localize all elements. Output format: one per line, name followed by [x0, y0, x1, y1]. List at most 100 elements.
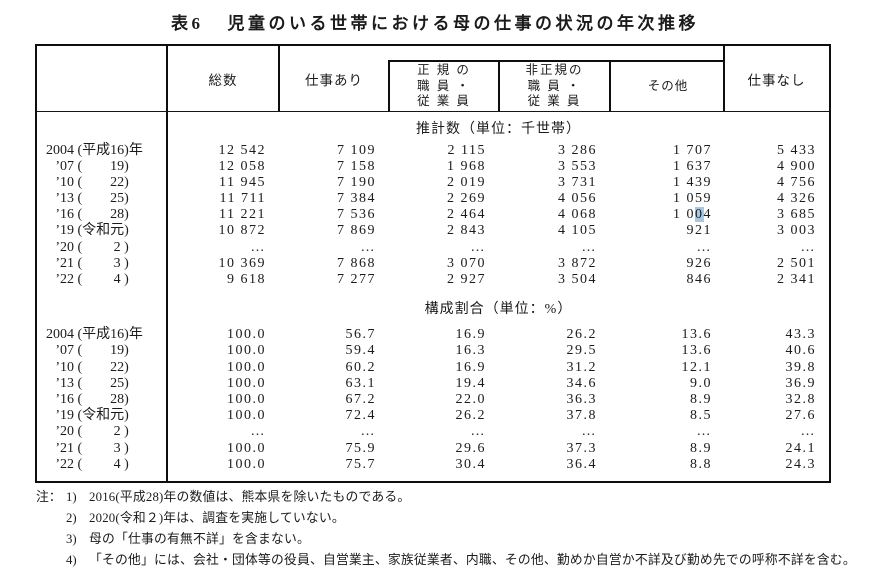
data-cell: 3 286	[558, 142, 597, 158]
paren-close: )	[124, 272, 129, 287]
note-text: 母の「仕事の有無不詳」を含まない。	[89, 532, 310, 546]
data-cell: 22.0	[455, 391, 486, 407]
data-cell: 100.0	[227, 343, 266, 359]
year-number: ’20	[55, 424, 74, 440]
era-label: 令和元	[82, 223, 125, 239]
data-cell: …	[360, 239, 376, 255]
paren-close: )	[124, 375, 129, 391]
paren-open: (	[74, 158, 83, 174]
data-cell: …	[581, 424, 597, 440]
notes-prefix: 注：	[36, 490, 62, 504]
paren-close: )	[124, 327, 129, 343]
data-cell: 8.9	[690, 391, 712, 407]
data-cell: 2 115	[447, 142, 486, 158]
header-divider	[723, 46, 725, 111]
data-cell: 27.6	[785, 408, 816, 424]
notes: 注： 1) 2016(平成28)年の数値は、熊本県を除いたものである。 2) 2020(…	[36, 487, 860, 571]
paren-open: (	[74, 207, 83, 223]
column-header-other: その他	[647, 78, 689, 93]
title-text: 児童のいる世帯における母の仕事の状況の年次推移	[227, 14, 699, 33]
paren-close: )	[124, 191, 129, 207]
data-cell: 12.1	[681, 359, 712, 375]
data-cell: 29.5	[566, 343, 597, 359]
data-cell: 10 872	[218, 223, 266, 239]
data-cell: 11 711	[219, 191, 266, 207]
data-cell: 8.8	[690, 456, 712, 472]
data-cell: …	[250, 239, 266, 255]
data-cell: 37.8	[566, 408, 597, 424]
data-cell: 4 056	[558, 191, 597, 207]
era-label: 2	[113, 424, 125, 440]
note-text: 「その他」には、会社・団体等の役員、自営業主、家族従業者、内職、その他、勤めか自…	[89, 553, 856, 567]
data-cell: 100.0	[227, 440, 266, 456]
note-number: 3)	[66, 532, 77, 546]
paren-open: (	[74, 223, 83, 239]
year-label: 2004 (平成16) 年	[37, 143, 166, 159]
data-cell: 19.4	[455, 375, 486, 391]
year-label: ’10 (22)	[37, 360, 166, 376]
data-cell: 26.2	[455, 408, 486, 424]
data-cell: 9.0	[690, 375, 712, 391]
data-cell: 7 868	[337, 255, 376, 271]
note-text: 2020(令和２)年は、調査を実施していない。	[89, 511, 345, 525]
data-cell: 16.9	[455, 327, 486, 343]
note-number: 2)	[66, 511, 77, 525]
data-cell: 72.4	[345, 408, 376, 424]
era-label: 22	[110, 359, 125, 375]
year-label: ’20 (2 )	[37, 424, 166, 440]
paren-close: )	[124, 174, 129, 190]
era-label: 19	[110, 343, 125, 359]
data-cell: 26.2	[566, 327, 597, 343]
data-cell: 34.6	[566, 375, 597, 391]
data-cell: 16.9	[455, 359, 486, 375]
paren-open: (	[74, 327, 83, 343]
paren-close: )	[124, 142, 129, 158]
page-title: 表6 児童のいる世帯における母の仕事の状況の年次推移	[0, 9, 870, 34]
paren-open: (	[74, 359, 83, 375]
table-row: 2004 (平成16) 年 12 542 7 109 2 115 3 286 1 707 5 …	[37, 143, 829, 159]
table-row: ’10 (22) 11 945 7 190 2 019 3 731 1 439 4 756	[37, 175, 829, 191]
data-cell: 100.0	[227, 327, 266, 343]
year-number: ’21	[55, 440, 74, 456]
table-row: ’13 (25) 100.0 63.1 19.4 34.6 9.0 36.9	[37, 376, 829, 392]
data-cell: 3 553	[558, 158, 597, 174]
year-suffix: 年	[128, 327, 143, 343]
section-heading: 推計数（単位：千世帯）	[416, 121, 581, 137]
table-row: 2004 (平成16) 年 100.0 56.7 16.9 26.2 13.6 43.3	[37, 327, 829, 343]
note-item: 2) 2020(令和２)年は、調査を実施していない。	[36, 508, 860, 529]
era-label: 4	[113, 456, 125, 472]
data-cell: 4 900	[777, 158, 816, 174]
note-text: 2016(平成28)年の数値は、熊本県を除いたものである。	[89, 490, 411, 504]
data-cell: 7 869	[337, 223, 376, 239]
data-cell: 39.8	[785, 359, 816, 375]
data-cell: 921	[686, 223, 712, 239]
data-cell: 100.0	[227, 375, 266, 391]
data-cell: …	[696, 239, 712, 255]
column-header-notworking: 仕事なし	[747, 72, 806, 88]
data-cell: …	[360, 424, 376, 440]
data-cell: 3 504	[558, 272, 597, 287]
paren-open: (	[74, 174, 83, 190]
paren-open: (	[74, 142, 83, 158]
data-cell: 100.0	[227, 408, 266, 424]
data-cell: 100.0	[227, 359, 266, 375]
data-cell: 3 872	[558, 255, 597, 271]
notes-prefix	[36, 529, 66, 550]
data-cell: 56.7	[345, 327, 376, 343]
paren-close: )	[124, 223, 129, 239]
year-number: ’21	[55, 255, 74, 271]
data-cell: 4 068	[558, 207, 597, 223]
employment-type-group: 正 規 の 職 員 ・ 従 業 員 非正規の 職 員 ・ 従 業 員 その他	[388, 60, 725, 111]
paren-close: )	[124, 424, 129, 440]
data-cell: 1 004	[609, 207, 724, 223]
data-cell: 30.4	[455, 456, 486, 472]
data-cell: 60.2	[345, 359, 376, 375]
year-label: ’07 (19)	[37, 159, 166, 175]
paren-close: )	[124, 158, 129, 174]
data-cell: 36.4	[566, 456, 597, 472]
year-label: ’13 (25)	[37, 191, 166, 207]
data-cell: 7 109	[337, 142, 376, 158]
paren-close: )	[124, 207, 129, 223]
cell-text: 1 0	[673, 207, 695, 223]
data-cell: 100.0	[227, 456, 266, 472]
